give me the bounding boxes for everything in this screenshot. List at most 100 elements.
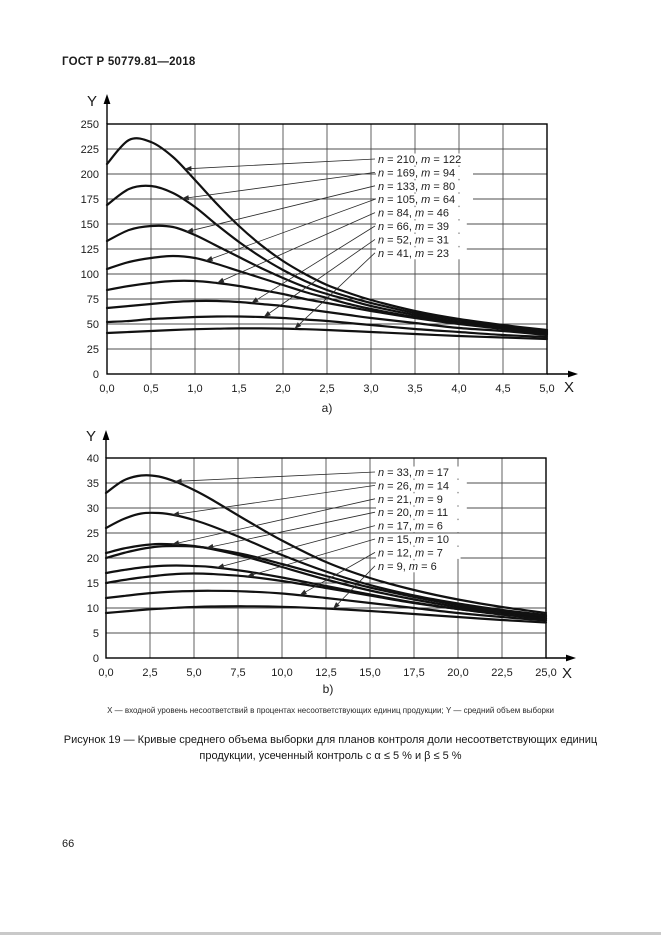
curve-n169 (105, 184, 549, 333)
legend-leader-arrow-icon (216, 563, 225, 569)
curve-n33 (104, 474, 548, 615)
y-axis-label: Y (87, 93, 97, 110)
legend-leader-line (174, 471, 376, 482)
plot-border (106, 123, 548, 375)
legend-label: n = 52, m = 31 (378, 234, 449, 246)
legend-label-bg (376, 546, 461, 559)
legend-label-bg (376, 520, 461, 533)
legend-label-bg (376, 233, 467, 246)
legend-label: n = 17, m = 6 (378, 521, 443, 533)
x-tick-label: 2,5 (142, 667, 157, 679)
legend-label-bg (376, 180, 473, 193)
curve-n9 (104, 605, 548, 624)
legend-leader-line (184, 158, 376, 170)
y-tick-label: 15 (87, 578, 99, 590)
curve-n66 (105, 299, 549, 337)
x-tick-label: 20,0 (447, 667, 468, 679)
document-header: ГОСТ Р 50779.81—2018 (62, 56, 196, 68)
x-tick-label: 2,5 (319, 383, 334, 395)
y-tick-label: 0 (93, 653, 99, 665)
legend-label: n = 15, m = 10 (378, 534, 449, 546)
curve-n210 (105, 137, 549, 332)
legend-label-bg (376, 220, 467, 233)
legend-leader-arrow-icon (184, 165, 192, 172)
legend-leader-line (181, 172, 376, 199)
x-axis-arrow-icon (568, 370, 578, 378)
legend-leader-line (251, 225, 376, 304)
curve-n21 (104, 542, 548, 619)
legend-label: n = 12, m = 7 (378, 547, 443, 559)
x-axis-arrow-icon (566, 654, 576, 662)
curve-n84 (105, 279, 549, 336)
legend-label: n = 33, m = 17 (378, 467, 449, 479)
x-tick-label: 0,0 (98, 667, 113, 679)
chart-sublabel: a) (322, 401, 333, 415)
y-tick-label: 250 (81, 119, 99, 131)
x-tick-label: 2,0 (275, 383, 290, 395)
y-tick-label: 175 (81, 194, 99, 206)
x-axis-label: X (564, 379, 574, 396)
legend-leader-line (299, 552, 376, 596)
legend-label: n = 133, m = 80 (378, 181, 455, 193)
y-axis-label: Y (86, 428, 96, 445)
chart-a: Y X 0 25 50 75 100 125 150 175 200 225 250 0,0 0,5 1,0 1… (81, 93, 578, 415)
legend-leader-arrow-icon (172, 540, 180, 546)
legend-leader-arrow-icon (181, 195, 190, 201)
curve-n26 (104, 511, 548, 617)
y-tick-label: 50 (87, 319, 99, 331)
y-tick-label: 25 (87, 344, 99, 356)
legend-leader-arrow-icon (333, 602, 340, 609)
curve-n133 (105, 224, 549, 334)
y-tick-label: 200 (81, 169, 99, 181)
x-tick-label: 25,0 (535, 667, 556, 679)
y-axis-arrow-icon (103, 94, 111, 104)
legend-label: n = 9, m = 6 (378, 561, 437, 573)
legend-label-bg (376, 466, 467, 479)
x-tick-label: 1,5 (231, 383, 246, 395)
page-bottom-edge (0, 932, 661, 935)
page-number: 66 (62, 838, 75, 850)
x-tick-label: 7,5 (230, 667, 245, 679)
x-tick-label: 17,5 (403, 667, 424, 679)
legend-label-bg (376, 247, 467, 260)
legend-label: n = 20, m = 11 (378, 507, 448, 519)
legend-leader-arrow-icon (174, 478, 182, 484)
curve-n12 (104, 589, 548, 622)
x-tick-label: 22,5 (491, 667, 512, 679)
curve-n41 (105, 327, 549, 341)
legend-label-bg (376, 207, 467, 220)
legend-label-bg (376, 153, 480, 166)
legend-label-bg (376, 506, 467, 519)
y-tick-label: 25 (87, 528, 99, 540)
legend-label: n = 41, m = 23 (378, 248, 449, 260)
legend-leader-line (216, 525, 376, 569)
x-axis-label: X (562, 665, 572, 682)
x-tick-label: 12,5 (315, 667, 336, 679)
legend-leader-line (206, 511, 376, 549)
x-tick-label: 5,0 (539, 383, 554, 395)
x-tick-label: 3,0 (363, 383, 378, 395)
legend-label-bg (376, 560, 455, 573)
legend-leader-line (205, 198, 376, 262)
legend-label: n = 66, m = 39 (378, 221, 449, 233)
legend-leader-line (263, 239, 376, 318)
y-tick-label: 40 (87, 453, 99, 465)
legend-label-bg (376, 193, 473, 206)
legend-leader-line (332, 565, 376, 610)
legend-leader-line (246, 538, 376, 577)
y-axis-arrow-icon (102, 430, 110, 440)
x-tick-label: 1,0 (187, 383, 202, 395)
axis-note: X — входной уровень несоответствий в про… (107, 706, 554, 715)
chart-b: Y X 0 5 10 15 20 25 30 35 40 0,0 2,5 5,0 7,5 10,0 12,5 15… (86, 428, 576, 696)
x-tick-label: 5,0 (186, 667, 201, 679)
legend-leader-arrow-icon (294, 322, 302, 329)
legend-leader-arrow-icon (263, 310, 271, 318)
legend-leader-arrow-icon (251, 297, 259, 304)
y-tick-label: 10 (87, 603, 99, 615)
legend-leader-line (171, 498, 376, 545)
legend-leader-arrow-icon (246, 572, 255, 578)
y-tick-label: 75 (87, 294, 99, 306)
legend-leader-line (294, 252, 376, 330)
legend-label-bg (376, 493, 461, 506)
